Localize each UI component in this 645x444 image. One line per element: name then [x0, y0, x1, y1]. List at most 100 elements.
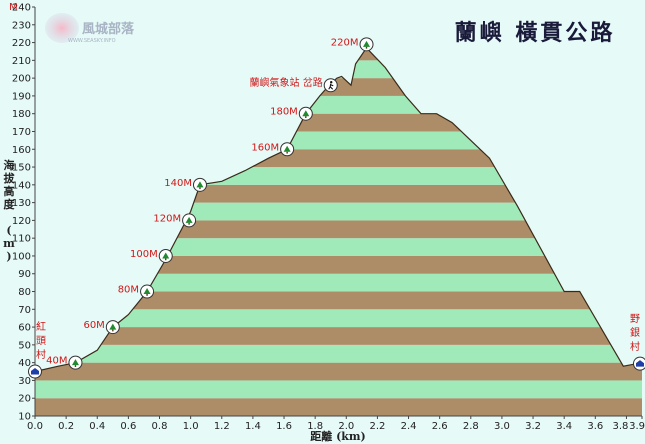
- elevation-band: [35, 309, 642, 328]
- marker-2: 60M: [83, 320, 120, 335]
- y-tick-label: 220: [12, 38, 31, 49]
- y-tick-label: 170: [12, 127, 31, 138]
- elevation-bands: [35, 47, 642, 416]
- elevation-band: [35, 131, 642, 150]
- y-tick-label: 100: [12, 251, 31, 262]
- endpoint-end-label-char: 銀: [630, 326, 640, 339]
- y-axis-title-char: 高: [4, 184, 15, 198]
- y-tick-label: 80: [18, 287, 31, 298]
- y-tick-label: 190: [12, 91, 31, 102]
- marker-label: 160M: [251, 142, 279, 153]
- marker-8: 180M: [270, 106, 313, 121]
- y-tick-label: 20: [18, 394, 31, 405]
- elevation-band: [35, 167, 642, 185]
- hiker-icon: [328, 83, 334, 90]
- tree-icon: [143, 288, 151, 295]
- tree-trunk: [112, 329, 114, 332]
- elevation-band: [35, 149, 642, 168]
- y-axis-title-char: m: [3, 237, 15, 250]
- tree-icon: [109, 323, 117, 330]
- marker-label: 180M: [270, 107, 298, 118]
- y-tick-label: 150: [12, 163, 31, 174]
- elevation-band: [35, 344, 642, 363]
- markers: 40M 60M 80M 100M 120M 140M 160M 180M 蘭嶼氣象站 岔路 220…: [46, 37, 374, 370]
- elevation-band: [35, 78, 642, 96]
- endpoint-start-label-char: 紅: [36, 321, 46, 333]
- x-tick-label: 3.9: [629, 421, 645, 432]
- y-tick-label: 50: [18, 340, 31, 351]
- endpoint-start: 紅頭村: [28, 321, 46, 379]
- house-icon: [31, 368, 39, 375]
- watermark-logo: 風城部落 WWW.SEASKY.INFO: [45, 13, 135, 44]
- marker-label: 220M: [331, 37, 359, 48]
- x-tick-label: 2.6: [432, 421, 448, 432]
- marker-7: 160M: [251, 142, 295, 157]
- tree-trunk: [188, 222, 190, 225]
- x-tick-label: 1.0: [183, 421, 199, 432]
- tree-trunk: [199, 187, 201, 190]
- marker-1: 40M: [46, 355, 83, 370]
- y-unit-label: M: [9, 2, 18, 13]
- tree-icon: [71, 359, 79, 366]
- y-tick-label: 40: [18, 358, 31, 369]
- tree-icon: [162, 252, 170, 259]
- x-tick-label: 1.8: [307, 421, 323, 432]
- x-tick-label: 3.6: [587, 421, 603, 432]
- x-tick-label: 0.2: [58, 421, 74, 432]
- y-tick-label: 240: [12, 3, 31, 14]
- elevation-band: [35, 202, 642, 221]
- watermark-text: 風城部落: [82, 21, 135, 37]
- elevation-band: [35, 362, 642, 381]
- marker-4: 100M: [130, 249, 173, 263]
- marker-label: 100M: [130, 249, 158, 260]
- marker-label: 120M: [153, 213, 181, 224]
- elevation-band: [35, 184, 642, 203]
- watermark-sub: WWW.SEASKY.INFO: [68, 38, 116, 44]
- y-axis-title-char: ): [6, 250, 11, 263]
- x-axis-title: 距離 (km): [310, 429, 366, 443]
- marker-label: 80M: [118, 285, 139, 296]
- endpoint-start-label-char: 村: [36, 348, 46, 361]
- x-tick-label: 3.4: [556, 421, 572, 432]
- x-tick-label: 2.0: [338, 421, 354, 432]
- x-tick-label: 2.4: [401, 421, 417, 432]
- marker-label: 蘭嶼氣象站 岔路: [250, 76, 323, 89]
- chart-title: 蘭嶼 橫貫公路: [455, 20, 616, 46]
- x-tick-label: 0.0: [27, 421, 43, 432]
- x-tick-label: 0.4: [89, 421, 105, 432]
- x-tick-labels: 0.0 0.2 0.4 0.6 0.8 1.0 1.2 1.4 1.6 1.8 2.0 2.2 2.4 2…: [27, 416, 645, 432]
- tree-trunk: [305, 116, 307, 118]
- y-tick-labels: 10 20 30 40 50 60 70 80 90 100 110 120 130 140 150 160 1…: [12, 3, 35, 423]
- elevation-band: [35, 398, 642, 416]
- tree-icon: [185, 216, 193, 223]
- endpoint-start-label-char: 頭: [36, 335, 46, 347]
- y-tick-label: 70: [18, 305, 31, 316]
- y-tick-label: 120: [12, 216, 31, 227]
- y-axis-title-char: (: [6, 224, 11, 237]
- logo-blob-icon: [45, 13, 79, 43]
- y-tick-label: 210: [12, 56, 31, 67]
- y-axis-title-char: 海: [4, 158, 15, 172]
- marker-label: 40M: [46, 356, 67, 367]
- marker-6: 140M: [164, 177, 207, 192]
- endpoint-end-label: 野銀村: [630, 313, 640, 353]
- elevation-band: [35, 95, 642, 114]
- tree-icon: [196, 181, 204, 188]
- y-tick-label: 200: [12, 74, 31, 85]
- axes: [34, 7, 642, 417]
- elevation-band: [35, 380, 642, 399]
- elevation-band: [35, 220, 642, 239]
- y-tick-label: 130: [12, 198, 31, 209]
- marker-5: 120M: [153, 213, 197, 228]
- tree-icon: [363, 40, 371, 47]
- marker-label: 140M: [164, 178, 192, 189]
- y-tick-label: 90: [18, 269, 31, 280]
- y-tick-label: 160: [12, 145, 31, 156]
- marker-3: 80M: [118, 284, 155, 299]
- marker-10: 220M: [331, 37, 374, 52]
- endpoint-end: 野銀村: [630, 313, 645, 371]
- x-tick-label: 1.2: [214, 421, 230, 432]
- elevation-band: [35, 327, 642, 345]
